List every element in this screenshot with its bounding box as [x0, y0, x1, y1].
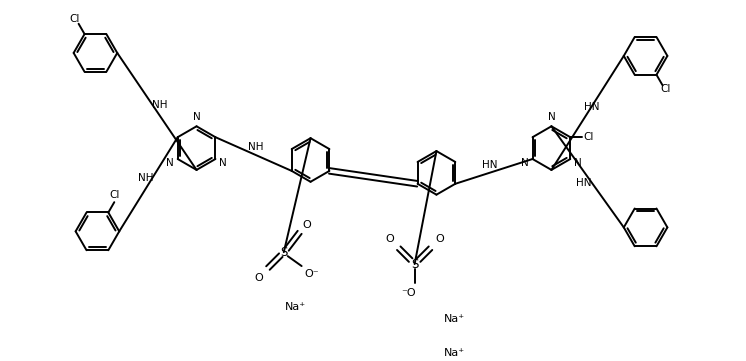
Text: O: O — [254, 273, 263, 283]
Text: N: N — [521, 158, 529, 169]
Text: NH: NH — [152, 100, 168, 110]
Text: O: O — [435, 234, 444, 244]
Text: O⁻: O⁻ — [304, 269, 319, 279]
Text: N: N — [219, 158, 227, 169]
Text: N: N — [166, 158, 174, 169]
Text: Na⁺: Na⁺ — [444, 348, 465, 358]
Text: NH: NH — [138, 173, 153, 183]
Text: ⁻O: ⁻O — [401, 288, 416, 298]
Text: NH: NH — [248, 142, 263, 152]
Text: HN: HN — [584, 102, 599, 112]
Text: O: O — [386, 234, 394, 244]
Text: N: N — [548, 112, 555, 122]
Text: O: O — [302, 221, 311, 230]
Text: Cl: Cl — [69, 14, 80, 23]
Text: Na⁺: Na⁺ — [285, 302, 307, 312]
Text: Cl: Cl — [660, 84, 671, 94]
Text: Na⁺: Na⁺ — [444, 314, 465, 323]
Text: HN: HN — [482, 160, 498, 170]
Text: N: N — [574, 158, 582, 169]
Text: HN: HN — [576, 178, 592, 188]
Text: N: N — [192, 112, 201, 122]
Text: Cl: Cl — [109, 190, 119, 200]
Text: Cl: Cl — [583, 132, 593, 142]
Text: S: S — [411, 257, 419, 271]
Text: S: S — [280, 246, 287, 259]
